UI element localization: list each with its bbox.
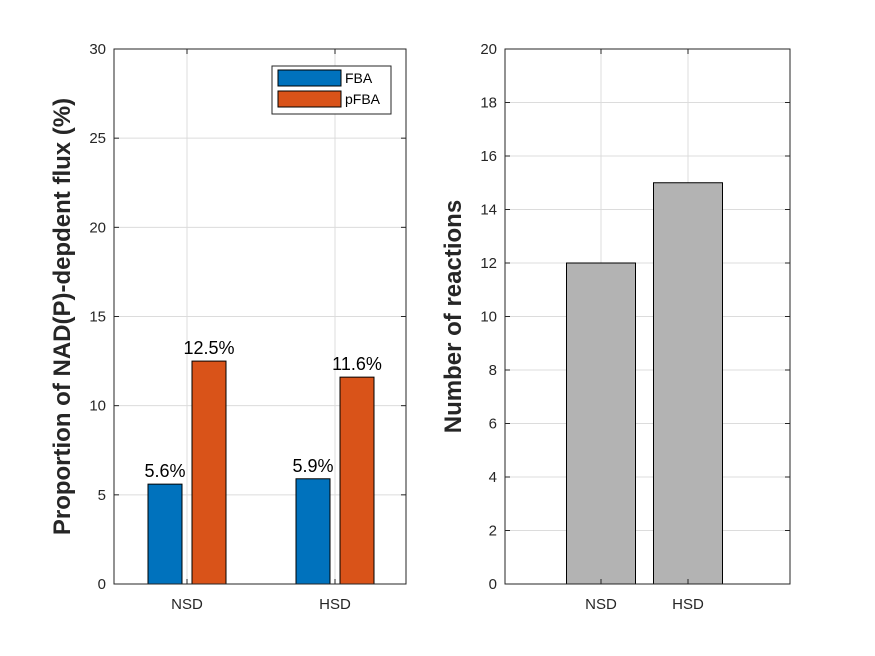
y-axis-label: Number of reactions xyxy=(440,200,467,433)
legend-swatch-pfba xyxy=(277,90,342,108)
y-tick-label: 10 xyxy=(89,398,106,415)
y-tick-label: 15 xyxy=(89,309,106,326)
y-tick-label: 8 xyxy=(489,362,497,379)
x-tick-label: HSD xyxy=(672,596,704,613)
bar-reactions xyxy=(566,262,636,585)
bar-pfba xyxy=(339,376,375,585)
x-tick-label: NSD xyxy=(171,596,203,613)
right-chart: 0 2 4 6 8 10 12 14 16 18 20 NSD HSD Number of reactio… xyxy=(440,41,791,613)
y-tick-label: 30 xyxy=(89,41,106,58)
y-axis-label: Proportion of NAD(P)-depdent flux (%) xyxy=(49,98,76,535)
y-tick-label: 25 xyxy=(89,130,106,147)
y-tick-label: 18 xyxy=(480,95,497,112)
y-tick-label: 20 xyxy=(89,219,106,236)
x-tick-label: NSD xyxy=(585,596,617,613)
y-tick-label: 4 xyxy=(489,469,497,486)
y-tick-label: 14 xyxy=(480,202,497,219)
y-tick-label: 2 xyxy=(489,523,497,540)
data-label: 12.5% xyxy=(183,338,234,358)
y-tick-label: 12 xyxy=(480,255,497,272)
y-tick-label: 16 xyxy=(480,148,497,165)
y-tick-label: 0 xyxy=(489,576,497,593)
x-tick-label: HSD xyxy=(319,596,351,613)
y-tick-label: 6 xyxy=(489,416,497,433)
y-tick-label: 10 xyxy=(480,309,497,326)
legend-label-fba: FBA xyxy=(345,70,373,86)
left-chart: 5.6% 5.9% 12.5% 11.6% 0 5 10 15 20 25 30 NSD HSD Prop… xyxy=(49,41,407,613)
y-tick-label: 0 xyxy=(98,576,106,593)
bar-fba xyxy=(147,483,183,585)
y-tick-label: 5 xyxy=(98,487,106,504)
bar-pfba xyxy=(191,360,227,585)
legend-label-pfba: pFBA xyxy=(345,91,381,107)
data-label: 5.9% xyxy=(292,456,333,476)
legend-swatch-fba xyxy=(277,69,342,87)
data-label: 11.6% xyxy=(332,354,382,374)
data-label: 5.6% xyxy=(144,461,185,481)
bar-fba xyxy=(295,478,331,585)
y-tick-label: 20 xyxy=(480,41,497,58)
bar-reactions xyxy=(653,182,723,585)
